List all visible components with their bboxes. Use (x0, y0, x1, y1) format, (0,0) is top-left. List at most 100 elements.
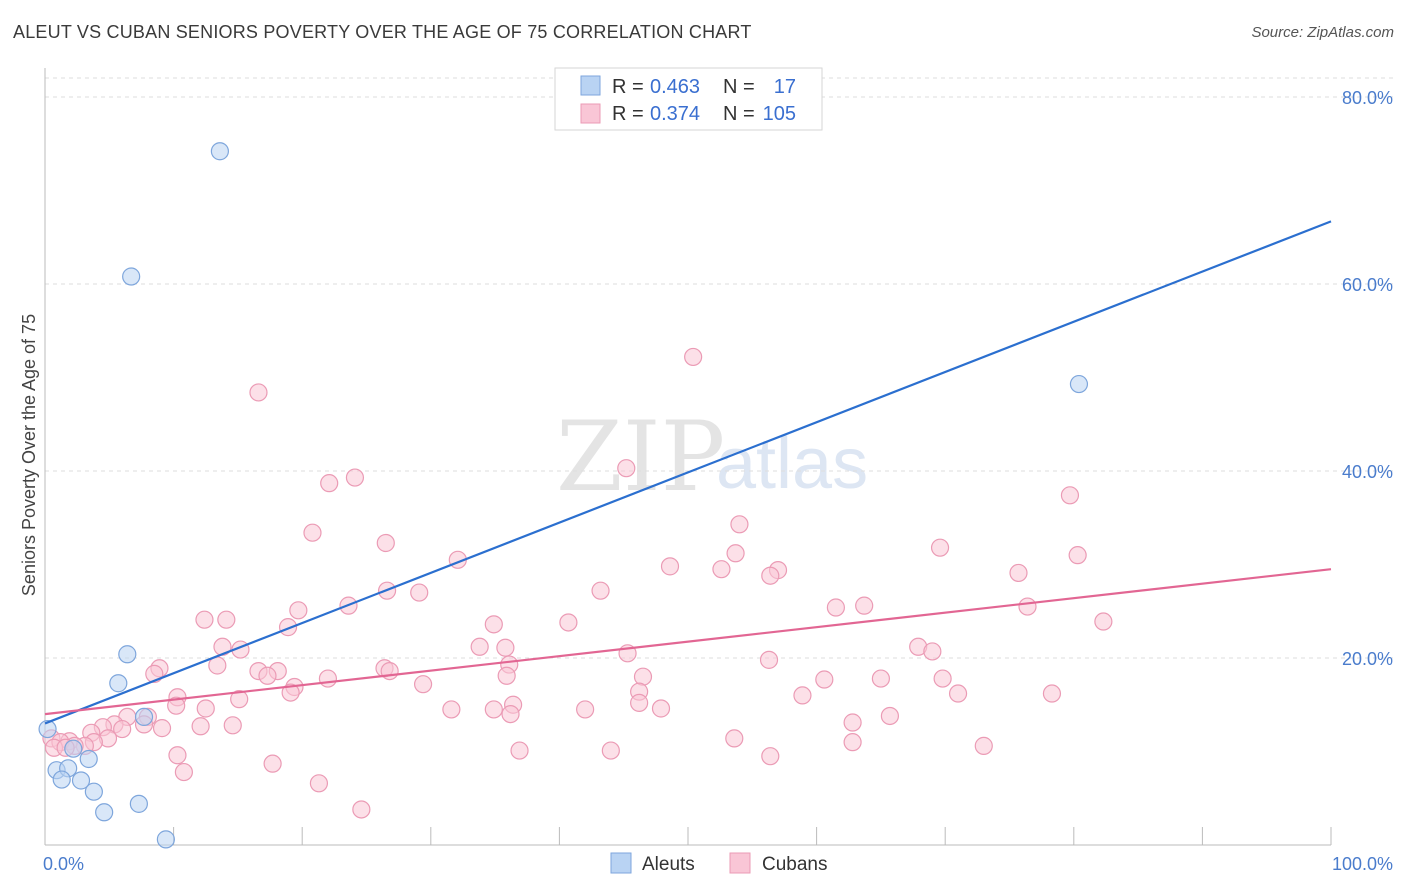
cubans-point-31 (1094, 612, 1113, 631)
cubans-point-1 (249, 383, 268, 402)
watermark: ZIP atlas (556, 401, 868, 513)
legend-r-value-aleuts: 0.463 (650, 76, 700, 98)
cubans-point-8 (376, 533, 395, 553)
series-legend-label-cubans: Cubans (762, 854, 828, 875)
cubans-point-28 (278, 618, 298, 637)
cubans-point-20 (410, 583, 429, 602)
cubans-point-13 (660, 557, 680, 576)
x-tick-label-0: 0.0% (43, 854, 84, 874)
cubans-point-60 (230, 690, 249, 709)
cubans-point-82 (191, 717, 210, 736)
y-tick-label-0: 20.0% (1342, 649, 1393, 669)
cubans-point-32 (470, 637, 489, 656)
cubans-point-46 (258, 666, 277, 685)
cubans-point-68 (651, 699, 671, 718)
cubans-point-62 (793, 686, 812, 705)
aleuts-points (38, 142, 1089, 849)
cubans-point-101 (263, 754, 282, 773)
legend-r-label-aleuts: R = (612, 76, 644, 98)
cubans-point-57 (281, 683, 300, 702)
cubans-point-65 (630, 693, 649, 712)
legend-n-value-cubans: 105 (763, 103, 796, 125)
aleuts-point-11 (52, 770, 71, 789)
cubans-point-97 (601, 741, 620, 760)
cubans-point-99 (761, 747, 780, 766)
legend-swatch-cubans (580, 103, 601, 124)
cubans-point-74 (442, 700, 461, 719)
cubans-point-55 (933, 669, 952, 688)
cubans-point-30 (559, 613, 578, 632)
cubans-point-14 (712, 560, 731, 579)
correlation-legend: R = 0.463 N = 17 R = 0.374 N = 105 (554, 67, 823, 131)
axes (44, 68, 1332, 846)
cubans-point-25 (826, 598, 845, 617)
cubans-point-2 (617, 459, 636, 478)
cubans-point-54 (871, 669, 891, 688)
cubans-point-53 (413, 675, 433, 694)
cubans-point-94 (974, 736, 993, 755)
watermark-atlas: atlas (716, 424, 868, 504)
cubans-point-17 (1009, 563, 1028, 583)
cubans-point-81 (152, 719, 172, 738)
cubans-point-4 (320, 474, 339, 493)
cubans-point-22 (289, 601, 308, 620)
cubans-point-83 (113, 719, 132, 739)
aleuts-point-4 (109, 674, 128, 693)
legend-n-value-aleuts: 17 (774, 76, 796, 98)
aleuts-point-16 (156, 830, 175, 849)
cubans-point-47 (497, 666, 516, 685)
cubans-point-67 (843, 713, 862, 732)
aleuts-point-8 (79, 749, 98, 769)
cubans-point-70 (196, 699, 215, 718)
series-legend: Aleuts Cubans (610, 852, 828, 875)
cubans-point-95 (725, 729, 744, 748)
cubans-point-10 (726, 544, 745, 563)
cubans-point-51 (815, 670, 834, 689)
series-legend-swatch-aleuts (610, 852, 632, 874)
series-legend-swatch-cubans (729, 852, 751, 874)
cubans-point-34 (496, 638, 515, 657)
cubans-point-9 (930, 538, 950, 557)
cubans-point-104 (352, 800, 371, 819)
legend-r-label-cubans: R = (612, 103, 644, 125)
y-tick-label-1: 40.0% (1342, 462, 1393, 482)
y-axis-label: Seniors Poverty Over the Age of 75 (19, 314, 39, 596)
aleuts-point-15 (95, 803, 114, 822)
cubans-point-98 (510, 741, 529, 760)
trend-lines (44, 220, 1332, 725)
aleuts-point-6 (38, 719, 57, 739)
cubans-point-96 (843, 733, 862, 752)
cubans-point-52 (633, 667, 653, 686)
cubans-point-0 (684, 347, 703, 367)
cubans-point-61 (1042, 684, 1062, 703)
cubans-point-23 (855, 596, 874, 615)
aleuts-point-3 (118, 645, 137, 664)
cubans-point-26 (195, 610, 214, 629)
cubans-point-29 (484, 615, 503, 634)
watermark-zip: ZIP (556, 401, 725, 513)
aleuts-trend-line (44, 220, 1332, 725)
aleuts-point-1 (122, 267, 141, 286)
series-legend-label-aleuts: Aleuts (642, 854, 695, 875)
cubans-point-38 (923, 642, 942, 661)
y-axis-label-group: Seniors Poverty Over the Age of 75 (19, 314, 39, 596)
cubans-point-27 (217, 610, 236, 629)
legend-n-label-aleuts: N = (723, 76, 755, 98)
legend-swatch-aleuts (580, 75, 601, 96)
cubans-point-39 (759, 650, 779, 669)
legend-r-value-cubans: 0.374 (650, 103, 700, 125)
cubans-point-100 (168, 746, 187, 765)
aleuts-point-14 (129, 794, 148, 813)
legend-n-label-cubans: N = (723, 103, 755, 125)
cubans-point-79 (223, 716, 242, 735)
cubans-point-19 (591, 581, 610, 600)
aleuts-point-2 (1069, 374, 1089, 394)
cubans-point-76 (880, 706, 900, 726)
cubans-point-16 (761, 566, 780, 585)
tick-labels: 20.0% 40.0% 60.0% 80.0% 0.0% 100.0% (43, 88, 1393, 874)
aleuts-point-7 (64, 739, 83, 758)
cubans-point-72 (501, 704, 520, 724)
cubans-point-66 (167, 696, 186, 715)
cubans-point-7 (303, 523, 322, 542)
